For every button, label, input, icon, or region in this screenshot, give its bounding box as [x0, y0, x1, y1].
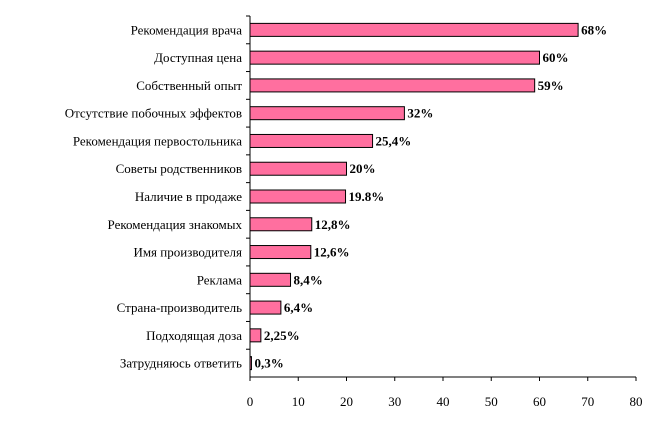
x-ticks-layer: 0 10 20 30 40 50 60 70 80: [246, 15, 643, 409]
bar: [249, 22, 579, 37]
category-label: Рекомендация первостольника: [73, 133, 242, 148]
x-tick-label: 0: [247, 394, 254, 409]
value-label: 60%: [543, 50, 569, 65]
bar: [249, 217, 313, 232]
x-tick-label: 20: [340, 394, 353, 409]
category-label: Реклама: [197, 272, 243, 287]
bars-layer: [249, 22, 579, 371]
bar: [249, 106, 405, 121]
value-label: 0,3%: [254, 356, 283, 371]
value-label: 32%: [407, 106, 433, 121]
x-tick-label: 60: [533, 394, 546, 409]
category-label: Подходящая доза: [146, 328, 242, 343]
value-label: 20%: [350, 161, 376, 176]
x-tick-label: 30: [388, 394, 401, 409]
bar: [249, 272, 292, 287]
bar: [249, 328, 262, 343]
bar: [249, 161, 347, 176]
x-tick-label: 40: [437, 394, 450, 409]
value-label: 8,4%: [294, 272, 323, 287]
bar: [249, 300, 282, 315]
category-label: Рекомендация знакомых: [108, 217, 243, 232]
category-label: Отсутствие побочных эффектов: [65, 106, 242, 121]
value-label: 2,25%: [264, 328, 300, 343]
category-label: Рекомендация врача: [131, 22, 243, 37]
value-label: 68%: [581, 22, 607, 37]
value-label: 59%: [538, 78, 564, 93]
bar: [249, 78, 536, 93]
value-label: 19.8%: [349, 189, 385, 204]
value-label: 25,4%: [376, 133, 412, 148]
category-label: Имя производителя: [133, 245, 242, 260]
category-label: Наличие в продаже: [135, 189, 242, 204]
labels-layer: Рекомендация врача 68% Доступная цена 60% Со…: [65, 22, 607, 370]
x-tick-label: 50: [485, 394, 498, 409]
x-tick-label: 10: [292, 394, 305, 409]
category-label: Затрудняюсь ответить: [120, 356, 242, 371]
bar: [249, 50, 540, 65]
bar: [249, 245, 312, 260]
x-tick-label: 70: [581, 394, 594, 409]
value-label: 6,4%: [284, 300, 313, 315]
category-label: Страна-производитель: [117, 300, 242, 315]
category-label: Советы родственников: [116, 161, 242, 176]
category-label: Собственный опыт: [136, 78, 242, 93]
bar: [249, 189, 347, 204]
value-label: 12,6%: [314, 245, 350, 260]
value-label: 12,8%: [315, 217, 351, 232]
category-label: Доступная цена: [154, 50, 242, 65]
x-tick-label: 80: [630, 394, 643, 409]
bar: [249, 133, 374, 148]
